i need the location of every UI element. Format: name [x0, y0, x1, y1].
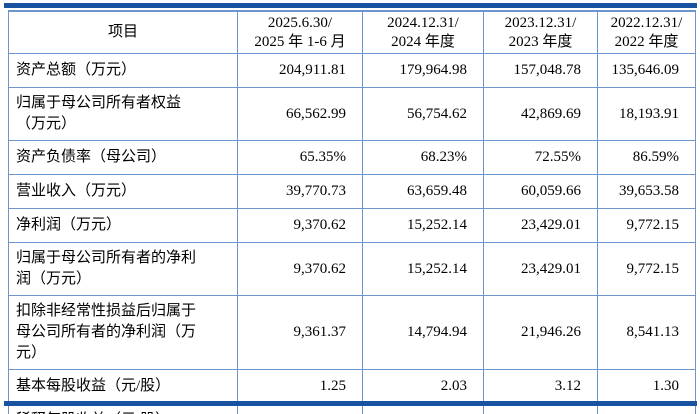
value-cell: 1.25: [237, 369, 363, 404]
value-cell: 157,048.78: [483, 53, 598, 88]
value-cell: 135,646.09: [597, 53, 696, 88]
row-label: 资产总额（万元）: [8, 53, 238, 88]
header-date-line: 2023.12.31/: [504, 14, 577, 31]
value-cell: 9,370.62: [237, 242, 363, 296]
header-cell-period-2024: 2024.12.31/ 2024 年度: [362, 10, 484, 54]
value-cell: 56,754.62: [362, 87, 484, 141]
table-row-basic-eps: 基本每股收益（元/股） 1.25 2.03 3.12 1.30: [8, 369, 696, 404]
row-label: 基本每股收益（元/股）: [8, 369, 238, 404]
table-row-net-profit: 净利润（万元） 9,370.62 15,252.14 23,429.01 9,7…: [8, 208, 696, 243]
value-cell: 21,946.26: [483, 295, 598, 370]
value-cell: 204,911.81: [237, 53, 363, 88]
header-period-line: 2023 年度: [508, 33, 573, 50]
value-cell: 2.03: [362, 369, 484, 404]
value-cell: 14,794.94: [362, 295, 484, 370]
value-cell: 65.35%: [237, 140, 363, 175]
value-cell: 60,059.66: [483, 174, 598, 209]
value-cell: 9,361.37: [237, 295, 363, 370]
value-cell: 23,429.01: [483, 208, 598, 243]
value-cell: 1.30: [597, 369, 696, 404]
row-label: 归属于母公司所有者的净利润（万元）: [8, 242, 238, 296]
value-cell: 23,429.01: [483, 242, 598, 296]
header-cell-period-2025: 2025.6.30/ 2025 年 1-6 月: [237, 10, 363, 54]
header-cell-period-2022: 2022.12.31/ 2022 年度: [597, 10, 696, 54]
row-label: 扣除非经常性损益后归属于母公司所有者的净利润（万元）: [8, 295, 238, 370]
financial-summary-table: 项目 2025.6.30/ 2025 年 1-6 月 2024.12.31/ 2…: [8, 10, 696, 414]
value-cell: 179,964.98: [362, 53, 484, 88]
value-cell: 18,193.91: [597, 87, 696, 141]
table-row-total-assets: 资产总额（万元） 204,911.81 179,964.98 157,048.7…: [8, 53, 696, 88]
value-cell: 8,541.13: [597, 295, 696, 370]
table-row-parent-equity: 归属于母公司所有者权益（万元） 66,562.99 56,754.62 42,8…: [8, 87, 696, 141]
header-cell-item: 项目: [8, 10, 238, 54]
header-date-line: 2024.12.31/: [387, 14, 459, 31]
table-row-revenue: 营业收入（万元） 39,770.73 63,659.48 60,059.66 3…: [8, 174, 696, 209]
header-date-line: 2025.6.30/: [267, 14, 333, 31]
header-date-line: 2022.12.31/: [610, 14, 683, 31]
value-cell: 42,869.69: [483, 87, 598, 141]
table-row-debt-ratio: 资产负债率（母公司） 65.35% 68.23% 72.55% 86.59%: [8, 140, 696, 175]
value-cell: 63,659.48: [362, 174, 484, 209]
value-cell: 9,772.15: [597, 208, 696, 243]
value-cell: 72.55%: [483, 140, 598, 175]
header-cell-period-2023: 2023.12.31/ 2023 年度: [483, 10, 598, 54]
header-period-line: 2024 年度: [391, 33, 455, 50]
header-row: 项目 2025.6.30/ 2025 年 1-6 月 2024.12.31/ 2…: [8, 10, 696, 54]
value-cell: 3.12: [483, 369, 598, 404]
top-accent-bar: [4, 3, 697, 8]
value-cell: 39,653.58: [597, 174, 696, 209]
value-cell: 15,252.14: [362, 242, 484, 296]
bottom-accent-bar: [4, 401, 697, 406]
table-row-deducted-net-profit: 扣除非经常性损益后归属于母公司所有者的净利润（万元） 9,361.37 14,7…: [8, 295, 696, 370]
value-cell: 86.59%: [597, 140, 696, 175]
row-label: 归属于母公司所有者权益（万元）: [8, 87, 238, 141]
header-period-line: 2025 年 1-6 月: [254, 33, 346, 50]
value-cell: 66,562.99: [237, 87, 363, 141]
row-label: 净利润（万元）: [8, 208, 238, 243]
row-label: 营业收入（万元）: [8, 174, 238, 209]
row-label: 资产负债率（母公司）: [8, 140, 238, 175]
value-cell: 15,252.14: [362, 208, 484, 243]
value-cell: 68.23%: [362, 140, 484, 175]
header-item-label: 项目: [107, 24, 138, 40]
value-cell: 9,370.62: [237, 208, 363, 243]
value-cell: 39,770.73: [237, 174, 363, 209]
table-row-parent-net-profit: 归属于母公司所有者的净利润（万元） 9,370.62 15,252.14 23,…: [8, 242, 696, 296]
value-cell: 9,772.15: [597, 242, 696, 296]
header-period-line: 2022 年度: [614, 33, 679, 50]
